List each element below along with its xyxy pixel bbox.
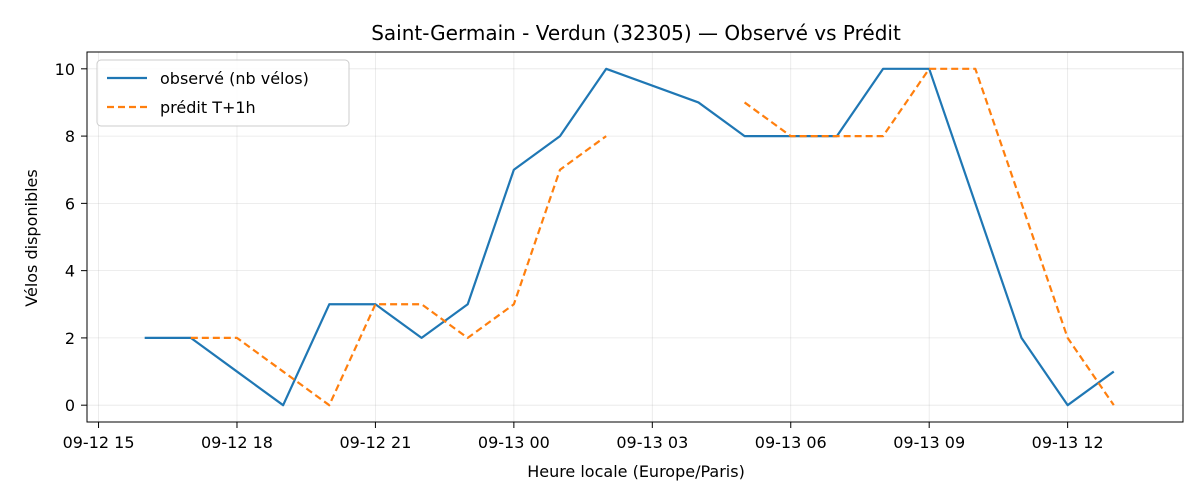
y-axis-label: Vélos disponibles xyxy=(22,169,41,306)
y-tick-label: 2 xyxy=(65,329,75,348)
x-tick-label: 09-12 21 xyxy=(339,433,411,452)
x-tick-label: 09-12 18 xyxy=(201,433,273,452)
y-tick-label: 8 xyxy=(65,127,75,146)
legend-label-predicted: prédit T+1h xyxy=(160,98,256,117)
legend-box xyxy=(96,59,350,127)
plot-area-frame xyxy=(86,51,1184,423)
y-tick-label: 6 xyxy=(65,194,75,213)
axis-ticks: 09-12 15 09-12 18 09-12 21 09-13 00 09-13 03… xyxy=(55,60,1104,452)
x-axis-label: Heure locale (Europe/Paris) xyxy=(527,462,745,481)
legend-label-observed: observé (nb vélos) xyxy=(160,69,309,88)
chart-title: Saint-Germain - Verdun (32305) — Observé… xyxy=(371,21,901,45)
y-tick-label: 4 xyxy=(65,262,75,281)
x-tick-label: 09-12 15 xyxy=(63,433,135,452)
x-tick-label: 09-13 03 xyxy=(616,433,688,452)
series-line-1-segment-1 xyxy=(743,67,1115,406)
x-tick-label: 09-13 09 xyxy=(893,433,965,452)
x-tick-label: 09-13 00 xyxy=(478,433,550,452)
grid xyxy=(87,52,1183,422)
series-layer xyxy=(144,67,1115,407)
x-tick-label: 09-13 12 xyxy=(1032,433,1104,452)
y-tick-label: 10 xyxy=(55,60,75,79)
series-line-0-segment-0 xyxy=(144,67,1115,407)
x-tick-label: 09-13 06 xyxy=(755,433,827,452)
y-tick-label: 0 xyxy=(65,396,75,415)
legend: observé (nb vélos) prédit T+1h xyxy=(96,59,350,127)
